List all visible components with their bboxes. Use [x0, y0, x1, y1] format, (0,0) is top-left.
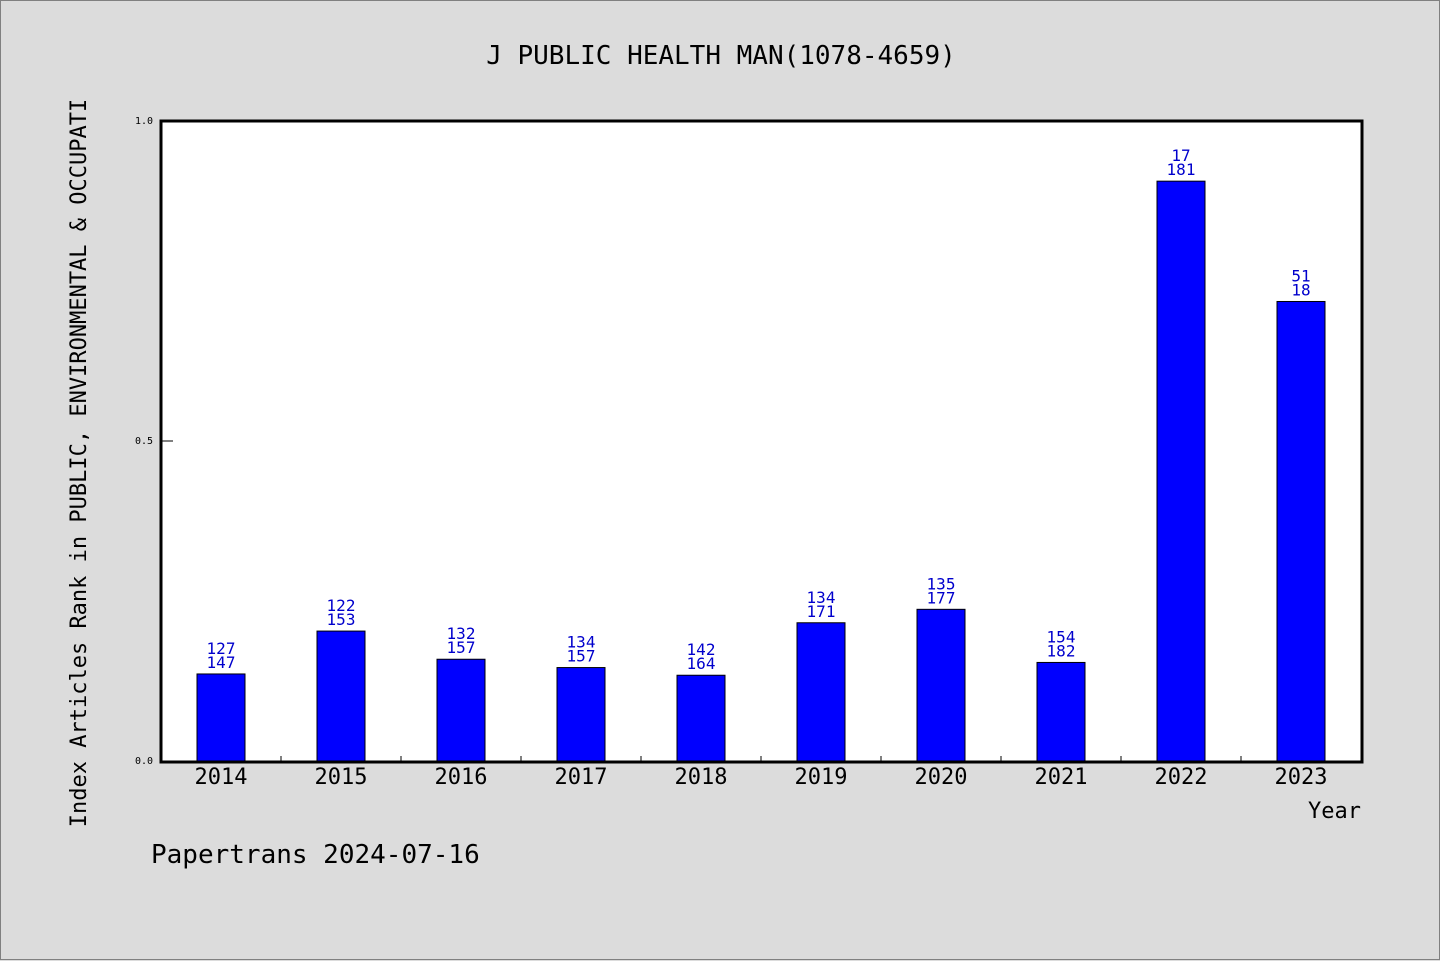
bar: [1036, 661, 1086, 762]
bar: [796, 622, 846, 762]
y-tick-label: 1.0: [135, 116, 153, 127]
chart-marks: 0.00.51.01271472014122153201513215720161…: [135, 116, 1328, 790]
data-label-top: 134: [567, 633, 596, 652]
y-axis-label: Index Articles Rank in PUBLIC, ENVIRONME…: [67, 99, 92, 827]
x-tick-label: 2018: [675, 765, 728, 790]
data-label-bottom: 147: [207, 653, 236, 672]
bar: [1156, 180, 1206, 762]
data-label-bottom: 181: [1167, 160, 1196, 179]
data-label-bottom: 164: [687, 654, 716, 673]
bar: [196, 673, 246, 762]
data-label-top: 51: [1291, 266, 1310, 285]
data-label-bottom: 157: [567, 647, 596, 666]
data-label-top: 134: [807, 588, 836, 607]
x-tick-label: 2023: [1275, 765, 1328, 790]
x-tick-label: 2014: [195, 765, 248, 790]
x-tick-label: 2017: [555, 765, 608, 790]
bar: [916, 608, 966, 762]
x-tick-label: 2020: [915, 765, 968, 790]
data-label-bottom: 177: [927, 588, 956, 607]
data-label-bottom: 18: [1291, 280, 1310, 299]
data-label-bottom: 153: [327, 610, 356, 629]
data-label-top: 135: [927, 574, 956, 593]
data-label-top: 132: [447, 624, 476, 643]
plot-border: [159, 119, 1364, 764]
data-label-top: 154: [1047, 627, 1076, 646]
y-tick-label: 0.0: [135, 756, 153, 767]
x-tick-label: 2015: [315, 765, 368, 790]
data-label-top: 142: [687, 640, 716, 659]
data-label-top: 122: [327, 596, 356, 615]
data-label-top: 127: [207, 639, 236, 658]
data-label-top: 17: [1171, 146, 1190, 165]
x-tick-label: 2019: [795, 765, 848, 790]
bar: [1276, 300, 1326, 762]
x-tick-label: 2021: [1035, 765, 1088, 790]
x-axis-label: Year: [1308, 799, 1361, 824]
bar: [676, 674, 726, 762]
x-tick-label: 2022: [1155, 765, 1208, 790]
data-label-bottom: 171: [807, 602, 836, 621]
bar: [436, 658, 486, 762]
bar: [556, 667, 606, 762]
x-tick-label: 2016: [435, 765, 488, 790]
bar: [316, 630, 366, 762]
y-tick-label: 0.5: [135, 436, 153, 447]
footer-text: Papertrans 2024-07-16: [151, 840, 480, 870]
data-label-bottom: 157: [447, 638, 476, 657]
data-label-bottom: 182: [1047, 641, 1076, 660]
chart-title: J PUBLIC HEALTH MAN(1078-4659): [486, 41, 956, 71]
